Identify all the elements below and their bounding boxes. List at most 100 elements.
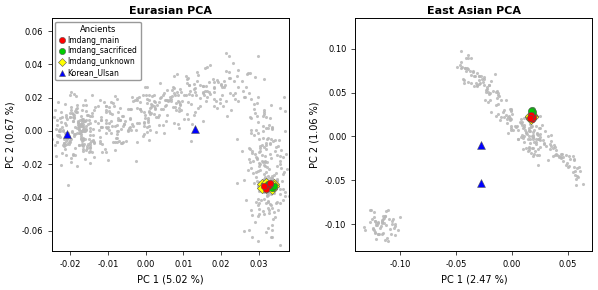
Point [248, 235, 257, 240]
Point [494, 93, 504, 98]
Point [71, 153, 80, 157]
Point [147, 102, 156, 106]
Point [159, 91, 169, 95]
Point [153, 114, 163, 119]
Point [74, 142, 84, 147]
Point [367, 217, 377, 221]
Point [536, 126, 545, 130]
Point [255, 143, 264, 148]
Point [478, 80, 488, 84]
Point [369, 214, 379, 219]
Point [268, 125, 277, 130]
Point [124, 126, 133, 130]
Point [546, 132, 556, 137]
Point [80, 128, 90, 133]
Point [258, 186, 267, 191]
Point [258, 182, 267, 186]
Point [525, 128, 535, 133]
Point [90, 154, 99, 159]
Point [173, 122, 183, 126]
Point [158, 107, 167, 111]
Point [255, 146, 264, 151]
Point [260, 164, 270, 168]
Point [372, 222, 382, 227]
Point [257, 197, 266, 202]
Point [551, 147, 560, 152]
Point [86, 149, 95, 153]
Point [77, 128, 86, 133]
Point [527, 117, 537, 121]
Point [241, 198, 251, 202]
Point [377, 231, 387, 236]
Point [254, 150, 264, 154]
Point [126, 107, 136, 112]
Point [490, 72, 499, 77]
Point [56, 120, 66, 125]
Point [252, 156, 262, 160]
Point [368, 226, 378, 231]
Point [224, 70, 234, 75]
Point [78, 121, 88, 126]
Point [491, 103, 501, 108]
Point [262, 187, 271, 192]
Point [501, 113, 511, 117]
Point [480, 76, 489, 81]
Point [76, 113, 86, 118]
Point [88, 138, 97, 143]
Point [262, 193, 271, 197]
Point [370, 219, 380, 224]
Point [176, 102, 185, 107]
Point [62, 135, 72, 140]
Point [169, 85, 178, 90]
Point [263, 136, 273, 141]
Point [112, 140, 121, 144]
Point [260, 163, 269, 168]
Point [477, 77, 487, 82]
Point [86, 114, 95, 119]
Point [260, 184, 269, 188]
Point [80, 128, 89, 133]
Point [481, 90, 491, 94]
Point [78, 142, 87, 147]
Point [209, 80, 219, 85]
Point [253, 203, 263, 207]
Point [463, 53, 472, 57]
Point [95, 97, 105, 102]
Point [83, 144, 92, 148]
Point [161, 103, 170, 107]
X-axis label: PC 1 (2.47 %): PC 1 (2.47 %) [441, 274, 507, 284]
Point [574, 164, 584, 169]
Point [265, 180, 274, 185]
Point [104, 121, 114, 125]
Point [94, 121, 103, 126]
Point [270, 173, 279, 178]
Point [361, 227, 370, 232]
Point [90, 118, 100, 123]
Point [373, 220, 383, 225]
Point [521, 129, 531, 134]
Point [241, 85, 251, 90]
Point [59, 141, 69, 146]
Point [62, 132, 72, 137]
Point [249, 133, 258, 137]
Point [47, 137, 57, 141]
Point [263, 174, 273, 179]
Point [215, 97, 225, 102]
Point [71, 93, 81, 98]
Point [381, 209, 390, 214]
Point [85, 120, 94, 125]
Point [245, 71, 255, 75]
Point [198, 84, 208, 88]
Point [114, 117, 123, 122]
Point [389, 226, 399, 231]
Point [537, 122, 547, 127]
Point [103, 125, 113, 129]
Point [573, 165, 582, 170]
Point [163, 113, 172, 117]
Point [141, 116, 150, 121]
Point [524, 148, 534, 152]
Point [258, 135, 267, 140]
Point [242, 72, 252, 77]
Point [517, 119, 527, 124]
Point [190, 110, 200, 115]
